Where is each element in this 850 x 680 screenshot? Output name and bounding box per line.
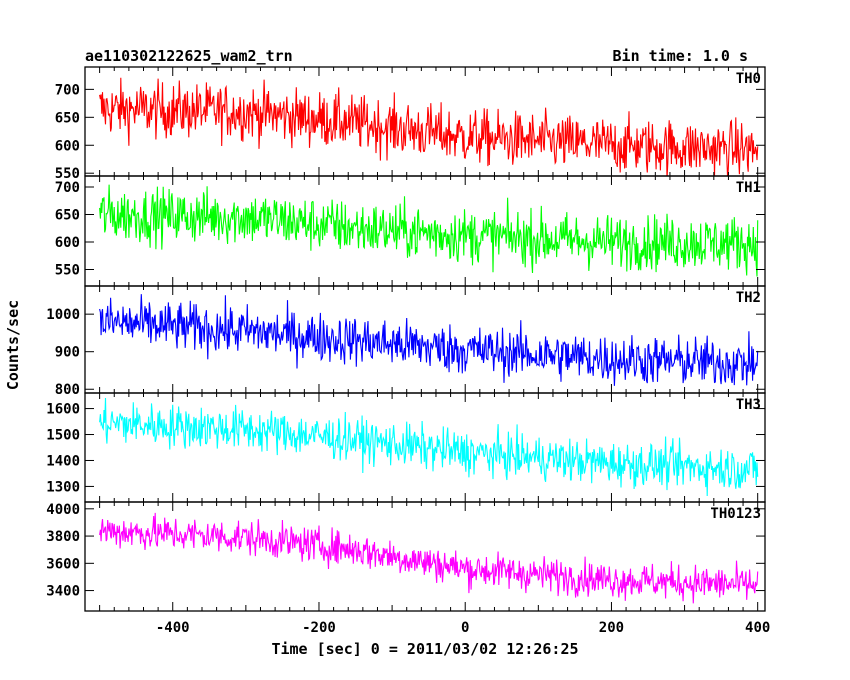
- y-tick-label: 1600: [46, 402, 80, 418]
- y-tick-label: 3400: [46, 584, 80, 600]
- y-axis-label: Counts/sec: [4, 300, 22, 390]
- x-tick-label: -400: [156, 620, 190, 636]
- y-tick-label: 3800: [46, 529, 80, 545]
- series-line-th2: [99, 294, 759, 386]
- series-line-th1: [99, 184, 759, 277]
- y-tick-label: 800: [55, 382, 80, 398]
- y-tick-label: 3600: [46, 556, 80, 572]
- y-tick-label: 1300: [46, 479, 80, 495]
- panel-frame-th0123: [84, 501, 766, 612]
- panel-label-th0: TH0: [736, 71, 761, 87]
- y-tick-label: 650: [55, 208, 80, 224]
- panel-label-th2: TH2: [736, 290, 761, 306]
- bin-time-label: Bin time: 1.0 s: [613, 47, 748, 65]
- panel-label-th1: TH1: [736, 180, 761, 196]
- x-tick-label: 200: [599, 620, 624, 636]
- series-line-th0: [99, 77, 759, 176]
- series-line-th0123: [99, 512, 759, 604]
- y-tick-label: 600: [55, 138, 80, 154]
- panel-label-th3: TH3: [736, 397, 761, 413]
- y-tick-label: 650: [55, 110, 80, 126]
- y-tick-label: 550: [55, 166, 80, 182]
- y-tick-label: 1500: [46, 428, 80, 444]
- series-line-th3: [99, 397, 759, 497]
- y-tick-label: 900: [55, 345, 80, 361]
- panel-frame-th0: [84, 66, 766, 177]
- y-tick-label: 700: [55, 82, 80, 98]
- x-axis: -400 -200 0 200 400: [156, 620, 770, 636]
- y-tick-label: 550: [55, 263, 80, 279]
- x-tick-label: 0: [461, 620, 469, 636]
- x-tick-label: -200: [302, 620, 336, 636]
- y-tick-label: 700: [55, 180, 80, 196]
- y-tick-label: 4000: [46, 502, 80, 518]
- panel-frame-th2: [84, 285, 766, 394]
- x-tick-label: 400: [745, 620, 770, 636]
- chart-title: ae110302122625_wam2_trn: [85, 47, 293, 65]
- y-tick-label: 600: [55, 235, 80, 251]
- x-axis-label: Time [sec] 0 = 2011/03/02 12:26:25: [271, 640, 578, 658]
- panels-group: TH0 550 600 650 700 TH1 550 600 650 700 TH2 800 900 1…: [46, 66, 766, 612]
- panel-label-th0123: TH0123: [710, 506, 761, 522]
- y-tick-label: 1000: [46, 307, 80, 323]
- y-tick-label: 1400: [46, 453, 80, 469]
